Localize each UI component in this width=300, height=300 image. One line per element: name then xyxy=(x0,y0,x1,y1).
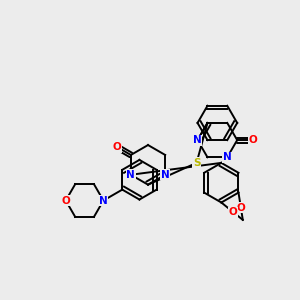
Text: O: O xyxy=(229,207,238,217)
Text: S: S xyxy=(193,158,200,168)
Text: N: N xyxy=(223,152,232,162)
Text: O: O xyxy=(113,142,122,152)
Text: O: O xyxy=(236,202,245,213)
Text: N: N xyxy=(99,196,108,206)
Text: N: N xyxy=(193,135,202,145)
Text: O: O xyxy=(249,135,257,145)
Text: S: S xyxy=(193,158,200,168)
Text: N: N xyxy=(161,170,170,180)
Text: O: O xyxy=(61,196,70,206)
Text: N: N xyxy=(99,196,108,206)
Text: N: N xyxy=(127,170,135,180)
